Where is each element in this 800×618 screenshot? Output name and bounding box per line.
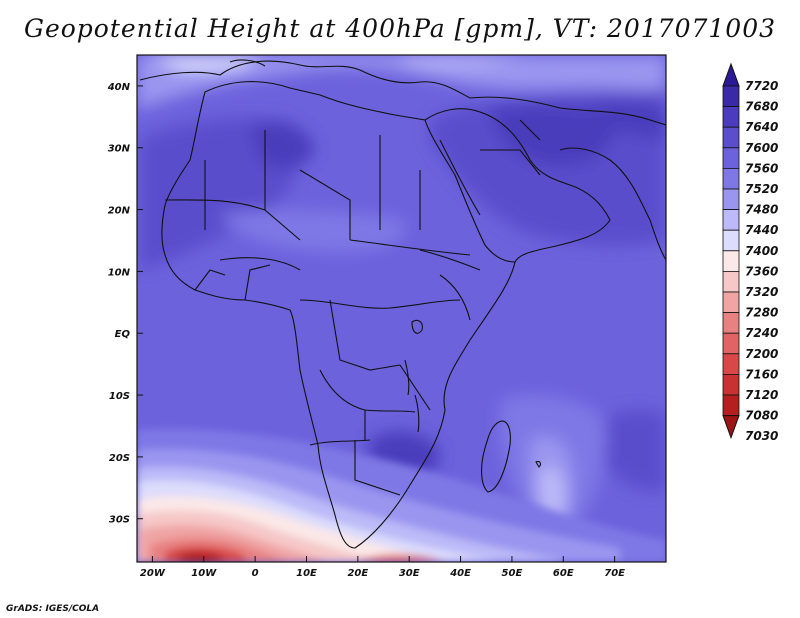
colorbar-swatch bbox=[722, 291, 740, 314]
lon-tick-label: 50E bbox=[502, 568, 523, 579]
lon-tick-label: 20E bbox=[347, 568, 368, 579]
colorbar-level-label: 7320 bbox=[745, 285, 778, 299]
plot-frame bbox=[136, 54, 667, 563]
lat-tick-label: 30N bbox=[108, 144, 131, 155]
longitude-axis: 20W 10W 0 10E 20E 30E 40E 50E 60E 70E bbox=[140, 556, 625, 579]
colorbar-swatch bbox=[722, 312, 740, 334]
colorbar-level-label: 7640 bbox=[745, 120, 778, 134]
colorbar-level-label: 7400 bbox=[745, 244, 778, 258]
colorbar-swatch bbox=[722, 167, 740, 190]
colorbar-level-label: 7480 bbox=[745, 203, 778, 217]
colorbar-level-label: 7240 bbox=[745, 326, 778, 340]
colorbar-swatch bbox=[722, 250, 740, 272]
colorbar-swatch bbox=[722, 188, 740, 211]
lat-tick-label: 10S bbox=[109, 391, 130, 402]
colorbar-swatch bbox=[722, 353, 740, 375]
colorbar-level-label: 7120 bbox=[745, 388, 778, 402]
colorbar-swatch bbox=[722, 394, 740, 417]
lat-tick-label: 30S bbox=[109, 515, 130, 526]
lon-tick-label: 20W bbox=[140, 568, 166, 579]
lon-tick-label: 40E bbox=[449, 568, 471, 579]
colorbar-swatch bbox=[722, 106, 740, 128]
colorbar-level-label: 7520 bbox=[745, 182, 778, 196]
colorbar-swatch bbox=[722, 126, 740, 149]
lat-tick-label: EQ bbox=[115, 329, 131, 340]
colorbar-level-label: 7560 bbox=[745, 161, 778, 175]
colorbar-level-label: 7440 bbox=[745, 223, 778, 237]
colorbar-level-label: 7360 bbox=[745, 264, 778, 278]
lat-tick-label: 10N bbox=[108, 267, 131, 278]
colorbar-level-label: 7720 bbox=[745, 79, 778, 93]
lon-tick-label: 10W bbox=[191, 568, 217, 579]
colorbar-level-label: 7600 bbox=[745, 141, 778, 155]
colorbar-swatch bbox=[722, 147, 740, 169]
colorbar: 7720 7680 7640 7600 7560 7520 7480 7440 7400 7360… bbox=[722, 62, 778, 443]
colorbar-level-label: 7680 bbox=[745, 100, 778, 114]
latitude-axis: 40N 30N 20N 10N EQ 10S 20S 30S bbox=[107, 82, 143, 526]
coastlines bbox=[139, 59, 666, 549]
lon-tick-label: 30E bbox=[399, 568, 420, 579]
lat-tick-label: 40N bbox=[107, 82, 131, 93]
colorbar-level-label: 7080 bbox=[745, 409, 778, 423]
colorbar-level-label: 7160 bbox=[745, 367, 778, 381]
lon-tick-label: 70E bbox=[604, 568, 625, 579]
lon-tick-label: 60E bbox=[553, 568, 574, 579]
colorbar-level-label: 7280 bbox=[745, 306, 778, 320]
lat-tick-label: 20S bbox=[109, 453, 130, 464]
lon-tick-label: 10E bbox=[296, 568, 317, 579]
colorbar-swatch bbox=[722, 373, 740, 396]
height-field bbox=[137, 55, 666, 562]
colorbar-swatch bbox=[722, 332, 740, 355]
chart-title: Geopotential Height at 400hPa [gpm], VT:… bbox=[23, 14, 777, 43]
colorbar-bottom-arrow bbox=[722, 415, 740, 440]
colorbar-swatch bbox=[722, 209, 740, 231]
colorbar-swatch bbox=[722, 85, 740, 108]
lat-tick-label: 20N bbox=[108, 206, 131, 217]
colorbar-swatch bbox=[722, 229, 740, 252]
colorbar-top-arrow bbox=[722, 62, 740, 87]
colorbar-level-label: 7200 bbox=[745, 347, 778, 361]
grads-credit: GrADS: IGES/COLA bbox=[6, 604, 100, 614]
colorbar-swatch bbox=[722, 270, 740, 293]
colorbar-level-label: 7030 bbox=[745, 429, 778, 443]
lon-tick-label: 0 bbox=[252, 568, 259, 579]
